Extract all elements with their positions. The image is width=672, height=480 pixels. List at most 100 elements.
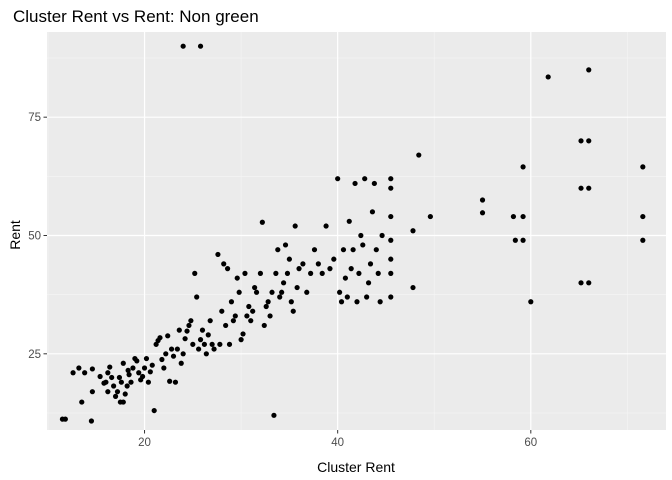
data-point xyxy=(586,138,592,144)
data-point xyxy=(215,251,221,258)
data-point xyxy=(186,322,192,329)
data-point xyxy=(107,364,113,370)
data-point xyxy=(267,313,273,319)
data-point xyxy=(388,270,394,276)
data-point xyxy=(360,242,366,248)
data-point xyxy=(112,393,119,399)
major-gridlines xyxy=(47,32,666,430)
data-point xyxy=(118,379,124,385)
data-point xyxy=(190,341,196,347)
data-point xyxy=(282,242,289,248)
y-tick-label: 50 xyxy=(28,230,41,242)
data-point xyxy=(388,176,394,182)
data-point xyxy=(224,266,231,272)
data-point xyxy=(105,389,111,395)
data-point xyxy=(76,365,82,371)
data-point xyxy=(149,362,155,368)
x-tick-label: 40 xyxy=(331,437,344,449)
data-point xyxy=(371,180,377,187)
data-point xyxy=(275,247,281,253)
data-point xyxy=(410,228,416,234)
data-point xyxy=(388,185,394,191)
data-point xyxy=(300,261,306,267)
data-point xyxy=(203,351,209,357)
data-point xyxy=(124,383,130,389)
data-point xyxy=(136,370,142,376)
data-point xyxy=(230,318,236,324)
data-point xyxy=(196,346,202,352)
data-point xyxy=(217,341,223,347)
data-point xyxy=(379,232,385,239)
data-point xyxy=(346,218,352,224)
data-point xyxy=(352,180,358,187)
data-point xyxy=(236,289,242,295)
data-point xyxy=(197,337,204,343)
data-point xyxy=(140,373,146,380)
data-point xyxy=(280,280,287,286)
data-point xyxy=(356,270,362,276)
x-tick-label: 20 xyxy=(138,437,151,449)
data-point xyxy=(377,299,383,305)
data-point xyxy=(178,360,184,366)
data-point xyxy=(232,313,238,319)
x-tick-label: 60 xyxy=(524,437,537,449)
data-point xyxy=(79,399,85,405)
data-point xyxy=(109,374,115,381)
data-point xyxy=(290,308,296,314)
data-point xyxy=(369,209,376,215)
data-point xyxy=(294,284,300,291)
data-point xyxy=(89,389,95,395)
data-point xyxy=(143,355,150,362)
data-point xyxy=(319,270,325,276)
data-point xyxy=(311,247,318,253)
data-point xyxy=(284,270,291,276)
data-point xyxy=(250,308,256,314)
data-point xyxy=(367,261,374,267)
data-point xyxy=(528,299,534,305)
data-point xyxy=(388,256,394,262)
data-point xyxy=(182,336,188,342)
y-tick-label: 25 xyxy=(28,349,41,361)
data-point xyxy=(168,346,175,352)
data-point xyxy=(479,210,486,216)
data-point xyxy=(288,299,294,305)
data-point xyxy=(180,351,186,357)
data-point xyxy=(410,284,416,291)
data-point xyxy=(141,365,148,371)
minor-gridlines xyxy=(47,32,666,430)
data-point xyxy=(315,261,321,267)
data-point xyxy=(344,294,350,300)
data-point xyxy=(578,138,584,144)
data-point xyxy=(364,294,370,300)
data-point xyxy=(263,303,269,310)
data-point xyxy=(578,280,584,286)
data-point xyxy=(157,335,163,341)
data-point xyxy=(512,237,518,243)
data-point xyxy=(358,232,364,239)
data-point xyxy=(331,256,337,262)
data-point xyxy=(205,332,211,338)
data-point xyxy=(259,219,265,225)
data-point xyxy=(640,213,646,220)
data-point xyxy=(252,284,258,291)
data-point xyxy=(161,365,167,371)
data-point xyxy=(479,197,486,203)
data-point xyxy=(174,346,180,352)
data-point xyxy=(279,289,285,295)
data-point xyxy=(362,176,368,182)
data-point xyxy=(273,270,279,276)
data-point xyxy=(337,289,343,295)
data-point xyxy=(286,256,292,262)
data-point xyxy=(151,407,157,414)
data-point xyxy=(105,370,111,376)
data-point xyxy=(388,237,394,243)
data-point xyxy=(147,369,153,375)
data-point xyxy=(103,379,109,385)
data-point xyxy=(586,185,592,191)
data-point xyxy=(365,280,372,286)
data-point xyxy=(165,333,171,339)
data-point xyxy=(122,391,128,397)
data-point xyxy=(354,299,360,305)
data-point xyxy=(242,270,248,276)
